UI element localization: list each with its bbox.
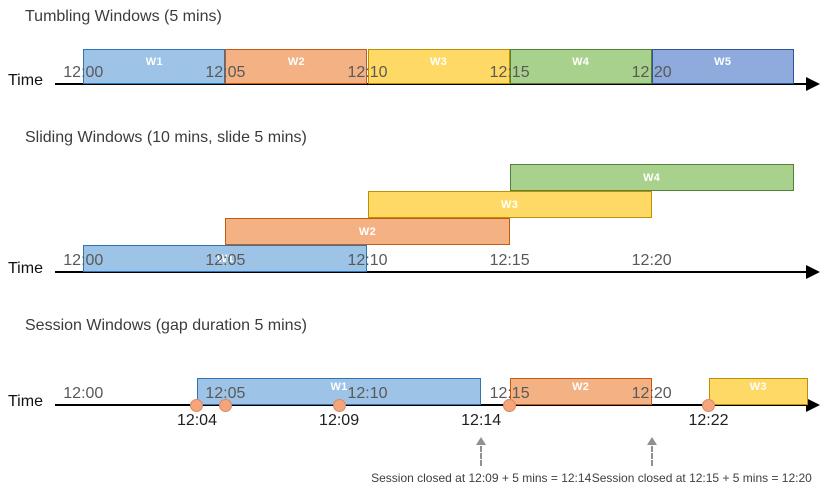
session-close-annotation: Session closed at 12:15 + 5 mins = 12:20 [591,471,812,485]
window-label: W3 [429,55,448,68]
window-box-sliding-w3: W3 [367,191,652,218]
window-label: W3 [749,380,767,393]
dashed-up-arrow-icon [646,437,657,445]
tumbling-axis-arrow-icon [806,77,820,91]
tumbling-time-axis-label: Time [8,72,43,89]
window-box-tumbling-w5: W5 [651,49,794,84]
window-label: W2 [358,225,377,238]
sliding-time-axis-label: Time [8,260,43,277]
session-axis-line [55,404,808,406]
window-box-sliding-w1: W1 [83,245,368,272]
dashed-up-arrow-icon [476,437,487,445]
window-box-tumbling-w1: W1 [83,49,226,84]
tumbling-axis-line [55,83,808,85]
axis-tick-label: 12:10 [347,252,388,269]
axis-tick-label: 12:00 [63,385,104,402]
event-time-label: 12:22 [688,412,729,429]
dashed-arrow-line [480,446,483,466]
axis-tick-label: 12:10 [347,385,388,402]
axis-tick-label: 12:00 [63,252,104,269]
event-time-label: 12:14 [461,412,502,429]
axis-tick-label: 12:15 [489,252,530,269]
window-label: W1 [216,252,234,265]
event-dot [218,398,232,412]
window-label: W4 [643,171,661,184]
sliding-axis-arrow-icon [806,265,820,279]
dashed-arrow-line [650,446,653,466]
window-label: W5 [714,55,732,68]
window-box-tumbling-w3: W3 [367,49,510,84]
event-dot [190,398,204,412]
axis-tick-label: 12:05 [205,385,246,402]
tumbling-section-title: Tumbling Windows (5 mins) [25,8,222,25]
axis-tick-label: 12:20 [631,385,672,402]
event-time-label: 12:04 [176,412,217,429]
axis-tick-label: 12:20 [631,252,672,269]
session-section-title: Session Windows (gap duration 5 mins) [25,317,307,334]
axis-tick-label: 12:05 [205,252,246,269]
axis-tick-label: 12:15 [489,385,530,402]
session-close-annotation: Session closed at 12:09 + 5 mins = 12:14 [371,471,592,485]
session-axis-arrow-icon [806,398,820,412]
sliding-axis-line [55,271,808,273]
window-box-session-w2: W2 [509,378,652,405]
session-time-axis-label: Time [8,393,43,410]
window-label: W2 [572,380,590,393]
window-box-tumbling-w2: W2 [225,49,368,84]
axis-tick-label: 12:10 [347,64,388,81]
window-box-sliding-w2: W2 [225,218,510,245]
window-box-tumbling-w4: W4 [509,49,652,84]
event-dot [702,398,716,412]
event-dot [332,398,346,412]
window-label: W3 [501,198,519,211]
event-dot [503,398,517,412]
axis-tick-label: 12:00 [63,64,104,81]
axis-tick-label: 12:05 [205,64,246,81]
sliding-section-title: Sliding Windows (10 mins, slide 5 mins) [25,129,307,146]
axis-tick-label: 12:20 [631,64,672,81]
window-label: W4 [572,55,590,68]
window-box-sliding-w4: W4 [509,164,794,191]
event-time-label: 12:09 [319,412,360,429]
axis-tick-label: 12:15 [489,64,530,81]
window-label: W1 [330,380,348,393]
window-label: W1 [145,55,163,68]
window-label: W2 [287,55,305,68]
window-box-session-w3: W3 [708,378,808,405]
